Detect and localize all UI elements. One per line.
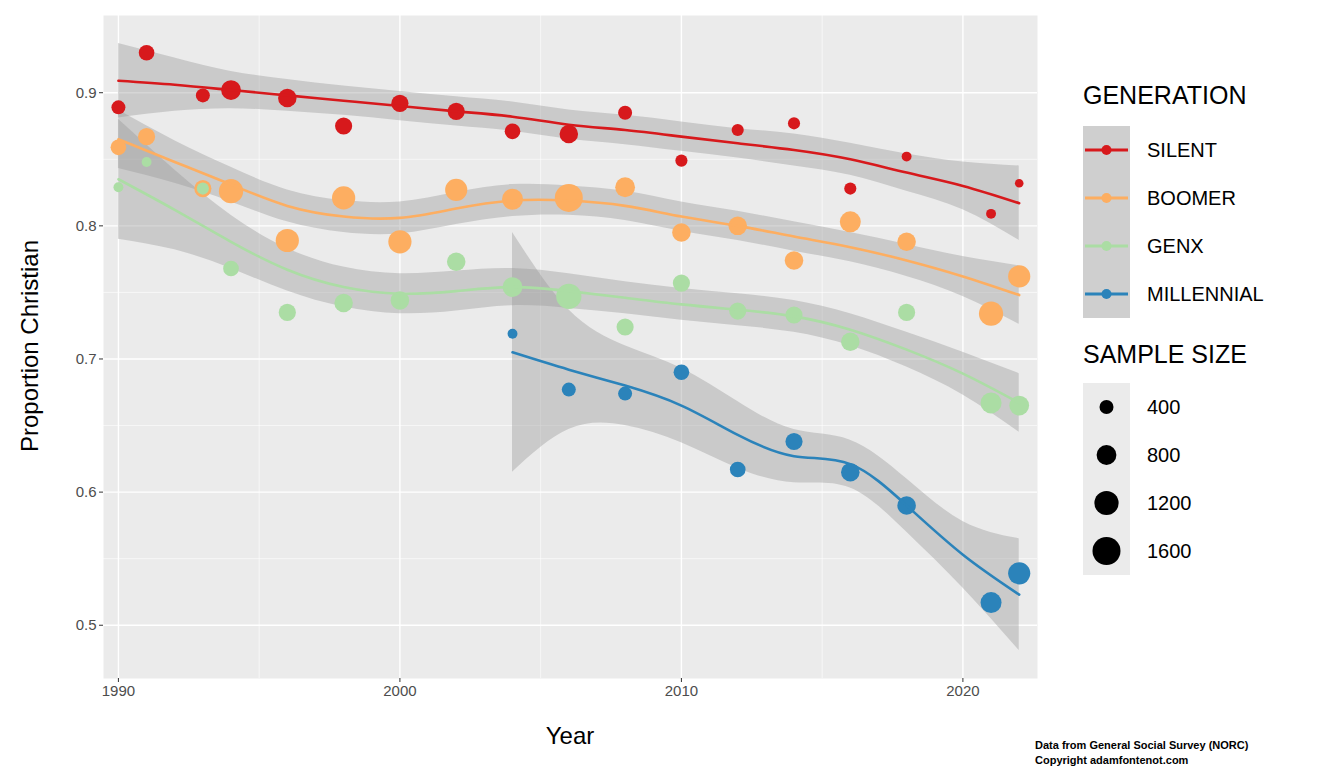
svg-text:0.9: 0.9 — [76, 84, 97, 101]
svg-text:0.8: 0.8 — [76, 217, 97, 234]
svg-text:BOOMER: BOOMER — [1147, 187, 1236, 209]
html-text:Copyright adamfontenot.com: Copyright adamfontenot.com — [1035, 754, 1189, 766]
svg-text:1990: 1990 — [102, 682, 135, 699]
html-text:Proportion Christian: Proportion Christian — [16, 239, 43, 453]
svg-text:800: 800 — [1147, 444, 1180, 466]
svg-text:GENERATION: GENERATION — [1083, 81, 1246, 109]
svg-text:2000: 2000 — [383, 682, 416, 699]
svg-text:1600: 1600 — [1147, 540, 1192, 562]
svg-text:400: 400 — [1147, 396, 1180, 418]
html-text:Data from General Social Surve: Data from General Social Survey (NORC) — [1035, 739, 1249, 751]
svg-text:0.5: 0.5 — [76, 616, 97, 633]
svg-text:0.7: 0.7 — [76, 350, 97, 367]
html-text:Year: Year — [545, 722, 595, 749]
svg-text:0.6: 0.6 — [76, 483, 97, 500]
svg-text:SILENT: SILENT — [1147, 139, 1217, 161]
svg-text:1200: 1200 — [1147, 492, 1192, 514]
svg-text:SAMPLE SIZE: SAMPLE SIZE — [1083, 340, 1247, 368]
svg-text:GENX: GENX — [1147, 235, 1204, 257]
svg-text:MILLENNIAL: MILLENNIAL — [1147, 283, 1264, 305]
svg-text:2010: 2010 — [665, 682, 698, 699]
svg-text:2020: 2020 — [946, 682, 979, 699]
